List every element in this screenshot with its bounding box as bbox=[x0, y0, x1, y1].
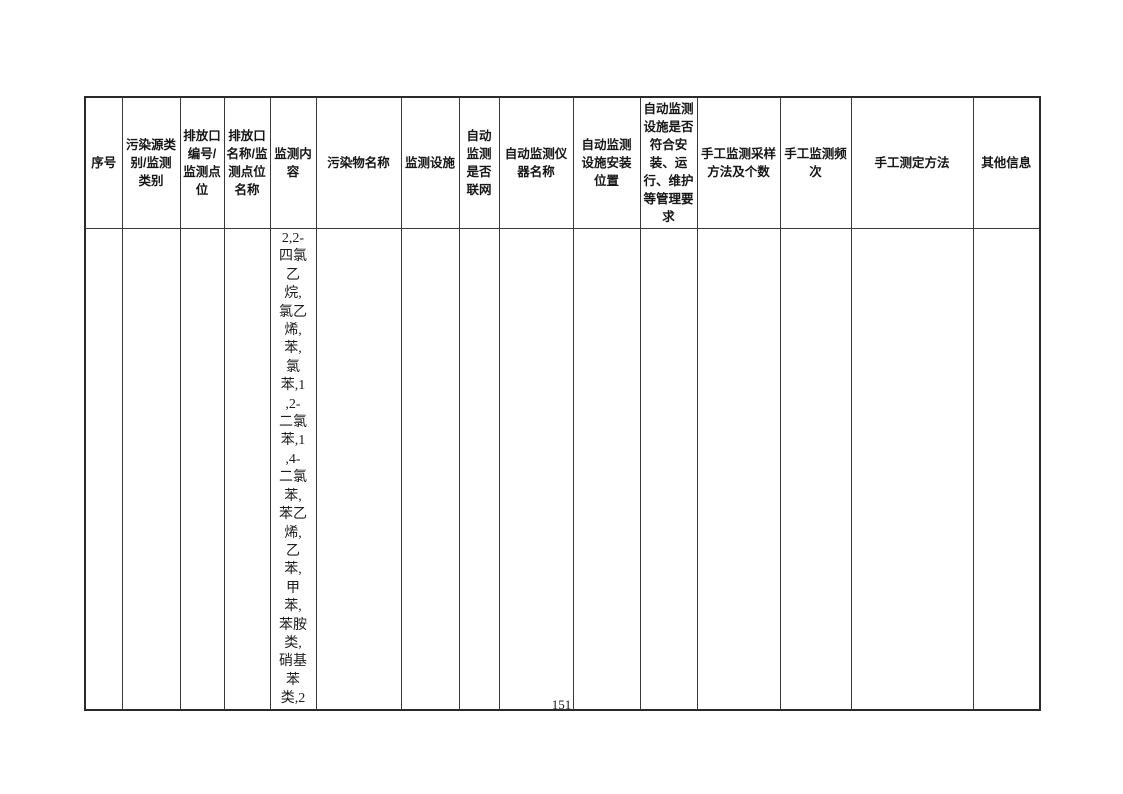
col-header-pollution-source-category: 污染源类别/监测类别 bbox=[121, 96, 181, 229]
cell-monitoring-facility bbox=[400, 227, 460, 711]
cell-manual-sampling-method bbox=[696, 227, 781, 711]
table-header-row: 序号 污染源类别/监测类别 排放口编号/监测点位 排放口名称/监测点位名称 监测… bbox=[84, 96, 1041, 229]
cell-auto-monitoring-instrument bbox=[498, 227, 574, 711]
table-row: 2,2- 四氯 乙 烷, 氯乙 烯, 苯, 氯 苯,1 ,2- 二氯 苯,1 ,… bbox=[84, 227, 1041, 711]
col-header-other-info: 其他信息 bbox=[972, 96, 1041, 229]
cell-monitoring-content: 2,2- 四氯 乙 烷, 氯乙 烯, 苯, 氯 苯,1 ,2- 二氯 苯,1 ,… bbox=[269, 227, 317, 711]
col-header-manual-monitoring-frequency: 手工监测频次 bbox=[779, 96, 852, 229]
col-header-monitoring-content: 监测内容 bbox=[269, 96, 317, 229]
col-header-auto-monitoring-compliance: 自动监测设施是否符合安装、运行、维护等管理要求 bbox=[639, 96, 698, 229]
cell-outlet-number bbox=[179, 227, 225, 711]
col-header-manual-determination-method: 手工测定方法 bbox=[850, 96, 974, 229]
cell-auto-monitoring-compliance bbox=[639, 227, 698, 711]
cell-serial bbox=[84, 227, 123, 711]
col-header-monitoring-facility: 监测设施 bbox=[400, 96, 460, 229]
monitoring-table: 序号 污染源类别/监测类别 排放口编号/监测点位 排放口名称/监测点位名称 监测… bbox=[84, 96, 1041, 711]
col-header-pollutant-name: 污染物名称 bbox=[315, 96, 402, 229]
cell-other-info bbox=[972, 227, 1041, 711]
col-header-auto-monitoring-instrument: 自动监测仪器名称 bbox=[498, 96, 574, 229]
cell-manual-monitoring-frequency bbox=[779, 227, 852, 711]
col-header-outlet-name: 排放口名称/监测点位名称 bbox=[223, 96, 271, 229]
col-header-manual-sampling-method: 手工监测采样方法及个数 bbox=[696, 96, 781, 229]
cell-auto-monitoring-install-location bbox=[572, 227, 641, 711]
cell-outlet-name bbox=[223, 227, 271, 711]
cell-pollution-source-category bbox=[121, 227, 181, 711]
cell-manual-determination-method bbox=[850, 227, 974, 711]
col-header-serial: 序号 bbox=[84, 96, 123, 229]
cell-auto-monitoring-networked bbox=[458, 227, 500, 711]
col-header-outlet-number: 排放口编号/监测点位 bbox=[179, 96, 225, 229]
col-header-auto-monitoring-networked: 自动监测是否联网 bbox=[458, 96, 500, 229]
page-number: 151 bbox=[551, 697, 572, 712]
cell-pollutant-name bbox=[315, 227, 402, 711]
col-header-auto-monitoring-install-location: 自动监测设施安装位置 bbox=[572, 96, 641, 229]
